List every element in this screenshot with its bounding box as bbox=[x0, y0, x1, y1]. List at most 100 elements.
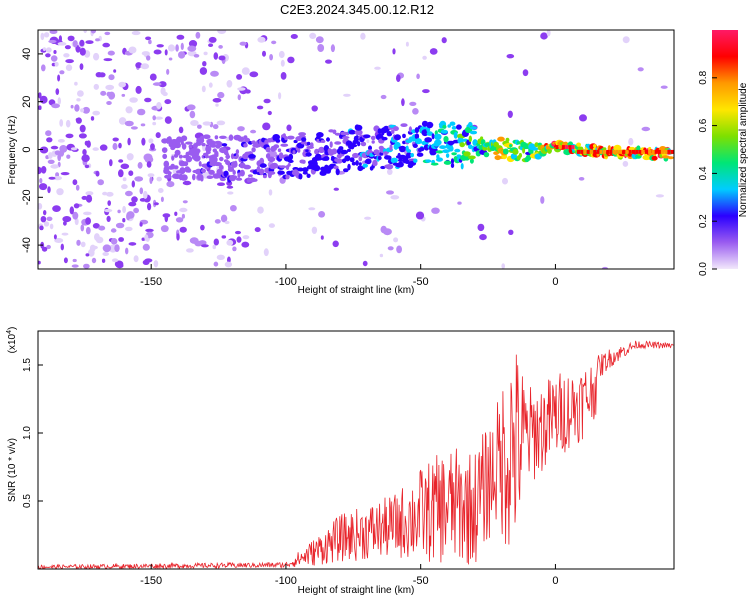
spectrogram-noise-mark bbox=[43, 32, 50, 38]
spectrogram-band-mark bbox=[163, 166, 169, 172]
spectrogram-peak-mark bbox=[661, 149, 665, 154]
spectrogram-noise-mark bbox=[49, 223, 54, 230]
spectrogram-band-mark bbox=[178, 154, 183, 159]
spectrogram-noise-mark bbox=[660, 85, 668, 89]
spectrogram-band-mark bbox=[468, 155, 476, 160]
snr-plot-area bbox=[38, 331, 674, 569]
spectrogram-band-mark bbox=[334, 132, 341, 136]
spectrogram-noise-mark bbox=[155, 132, 161, 139]
spectrogram-noise-mark bbox=[232, 246, 237, 252]
spectrogram-peak-mark bbox=[619, 149, 622, 154]
spectrogram-band-mark bbox=[287, 135, 295, 140]
spectrogram-band-mark bbox=[206, 175, 214, 179]
spectrogram-panel: -150 -100 -50 0 -40 -20 0 20 40 Height of straig… bbox=[7, 29, 675, 296]
spectrogram-band-mark bbox=[368, 145, 372, 151]
spectrogram-band-mark bbox=[278, 152, 284, 160]
spectrogram-band-mark bbox=[237, 136, 245, 142]
spectrogram-noise-mark bbox=[178, 51, 186, 59]
spectrogram-noise-mark bbox=[38, 203, 43, 210]
spectrogram-band-mark bbox=[235, 153, 239, 158]
spectrogram-noise-mark bbox=[113, 69, 117, 73]
spectrogram-noise-mark bbox=[57, 97, 61, 105]
spectrogram-xtick-label: -50 bbox=[413, 276, 429, 288]
spectrogram-noise-mark bbox=[193, 54, 200, 58]
spectrogram-noise-mark bbox=[431, 207, 440, 214]
spectrogram-band-mark bbox=[454, 148, 461, 153]
spectrogram-peak-mark bbox=[580, 149, 584, 154]
spectrogram-noise-mark bbox=[180, 42, 184, 51]
spectrogram-noise-mark bbox=[262, 122, 271, 131]
spectrogram-peak-mark bbox=[596, 149, 600, 154]
snr-ytick-label: 1.5 bbox=[22, 358, 33, 372]
spectrogram-noise-mark bbox=[80, 241, 86, 248]
spectrogram-noise-mark bbox=[213, 238, 219, 246]
spectrogram-band-mark bbox=[385, 164, 394, 170]
spectrogram-xtick-label: -150 bbox=[140, 276, 162, 288]
spectrogram-noise-mark bbox=[263, 248, 269, 257]
spectrogram-noise-mark bbox=[104, 31, 111, 36]
spectrogram-noise-mark bbox=[268, 223, 275, 228]
snr-panel: -150 -100 -50 0 0.5 1.0 1.5 Height of straight… bbox=[6, 327, 675, 596]
spectrogram-band-mark bbox=[415, 138, 422, 145]
spectrogram-noise-mark bbox=[45, 130, 52, 137]
spectrogram-band-mark bbox=[413, 158, 418, 163]
spectrogram-noise-mark bbox=[76, 239, 81, 246]
spectrogram-noise-mark bbox=[128, 242, 137, 246]
spectrogram-band-mark bbox=[243, 164, 252, 170]
spectrogram-noise-mark bbox=[278, 92, 282, 100]
spectrogram-peak-mark bbox=[615, 149, 619, 154]
spectrogram-band-mark bbox=[252, 178, 258, 182]
spectrogram-noise-mark bbox=[73, 203, 80, 209]
spectrogram-band-mark bbox=[390, 157, 398, 164]
spectrogram-band-mark bbox=[431, 133, 435, 140]
spectrogram-noise-mark bbox=[387, 168, 393, 175]
spectrogram-band-mark bbox=[219, 135, 227, 139]
spectrogram-noise-mark bbox=[213, 52, 219, 60]
spectrogram-noise-mark bbox=[201, 85, 206, 93]
spectrogram-noise-mark bbox=[208, 82, 213, 88]
spectrogram-noise-mark bbox=[80, 224, 85, 232]
spectrogram-peak-mark bbox=[657, 149, 661, 154]
spectrogram-noise-mark bbox=[396, 74, 401, 82]
spectrogram-band-mark bbox=[231, 175, 238, 179]
spectrogram-noise-mark bbox=[55, 88, 60, 95]
spectrogram-noise-mark bbox=[85, 226, 91, 235]
spectrogram-band-mark bbox=[202, 134, 211, 139]
spectrogram-noise-mark bbox=[72, 179, 78, 186]
spectrogram-band-mark bbox=[275, 138, 281, 143]
spectrogram-band-mark bbox=[183, 161, 189, 167]
spectrogram-noise-mark bbox=[502, 177, 508, 185]
spectrogram-noise-mark bbox=[176, 34, 185, 40]
spectrogram-band-mark bbox=[408, 126, 412, 133]
spectrogram-band-mark bbox=[440, 129, 448, 134]
spectrogram-noise-mark bbox=[39, 146, 49, 154]
spectrogram-band-mark bbox=[355, 160, 359, 166]
spectrogram-noise-mark bbox=[143, 190, 148, 199]
spectrogram-noise-mark bbox=[93, 52, 100, 61]
spectrogram-band-mark bbox=[186, 168, 192, 173]
snr-xlabel: Height of straight line (km) bbox=[298, 585, 415, 596]
spectrogram-peak-mark bbox=[622, 149, 626, 154]
spectrogram-band-mark bbox=[188, 144, 193, 149]
spectrogram-noise-mark bbox=[107, 50, 115, 56]
spectrogram-noise-mark bbox=[65, 119, 71, 128]
spectrogram-band-mark bbox=[208, 169, 215, 175]
spectrogram-noise-mark bbox=[254, 227, 261, 233]
spectrogram-band-mark bbox=[338, 146, 344, 151]
spectrogram-noise-mark bbox=[125, 247, 129, 255]
spectrogram-band-mark bbox=[200, 175, 204, 182]
spectrogram-noise-mark bbox=[66, 154, 71, 159]
spectrogram-noise-mark bbox=[309, 32, 317, 40]
spectrogram-noise-mark bbox=[101, 258, 106, 263]
spectrogram-band-mark bbox=[313, 164, 321, 172]
spectrogram-noise-mark bbox=[65, 64, 73, 71]
spectrogram-band-mark bbox=[414, 127, 420, 134]
spectrogram-band-mark bbox=[370, 135, 376, 141]
snr-axes: -150 -100 -50 0 0.5 1.0 1.5 bbox=[22, 358, 558, 587]
spectrogram-noise-mark bbox=[152, 115, 156, 121]
spectrogram-band-mark bbox=[443, 160, 452, 165]
spectrogram-band-mark bbox=[482, 147, 488, 151]
spectrogram-noise-mark bbox=[217, 30, 227, 34]
spectrogram-noise-mark bbox=[102, 252, 109, 256]
spectrogram-noise-mark bbox=[54, 238, 64, 243]
